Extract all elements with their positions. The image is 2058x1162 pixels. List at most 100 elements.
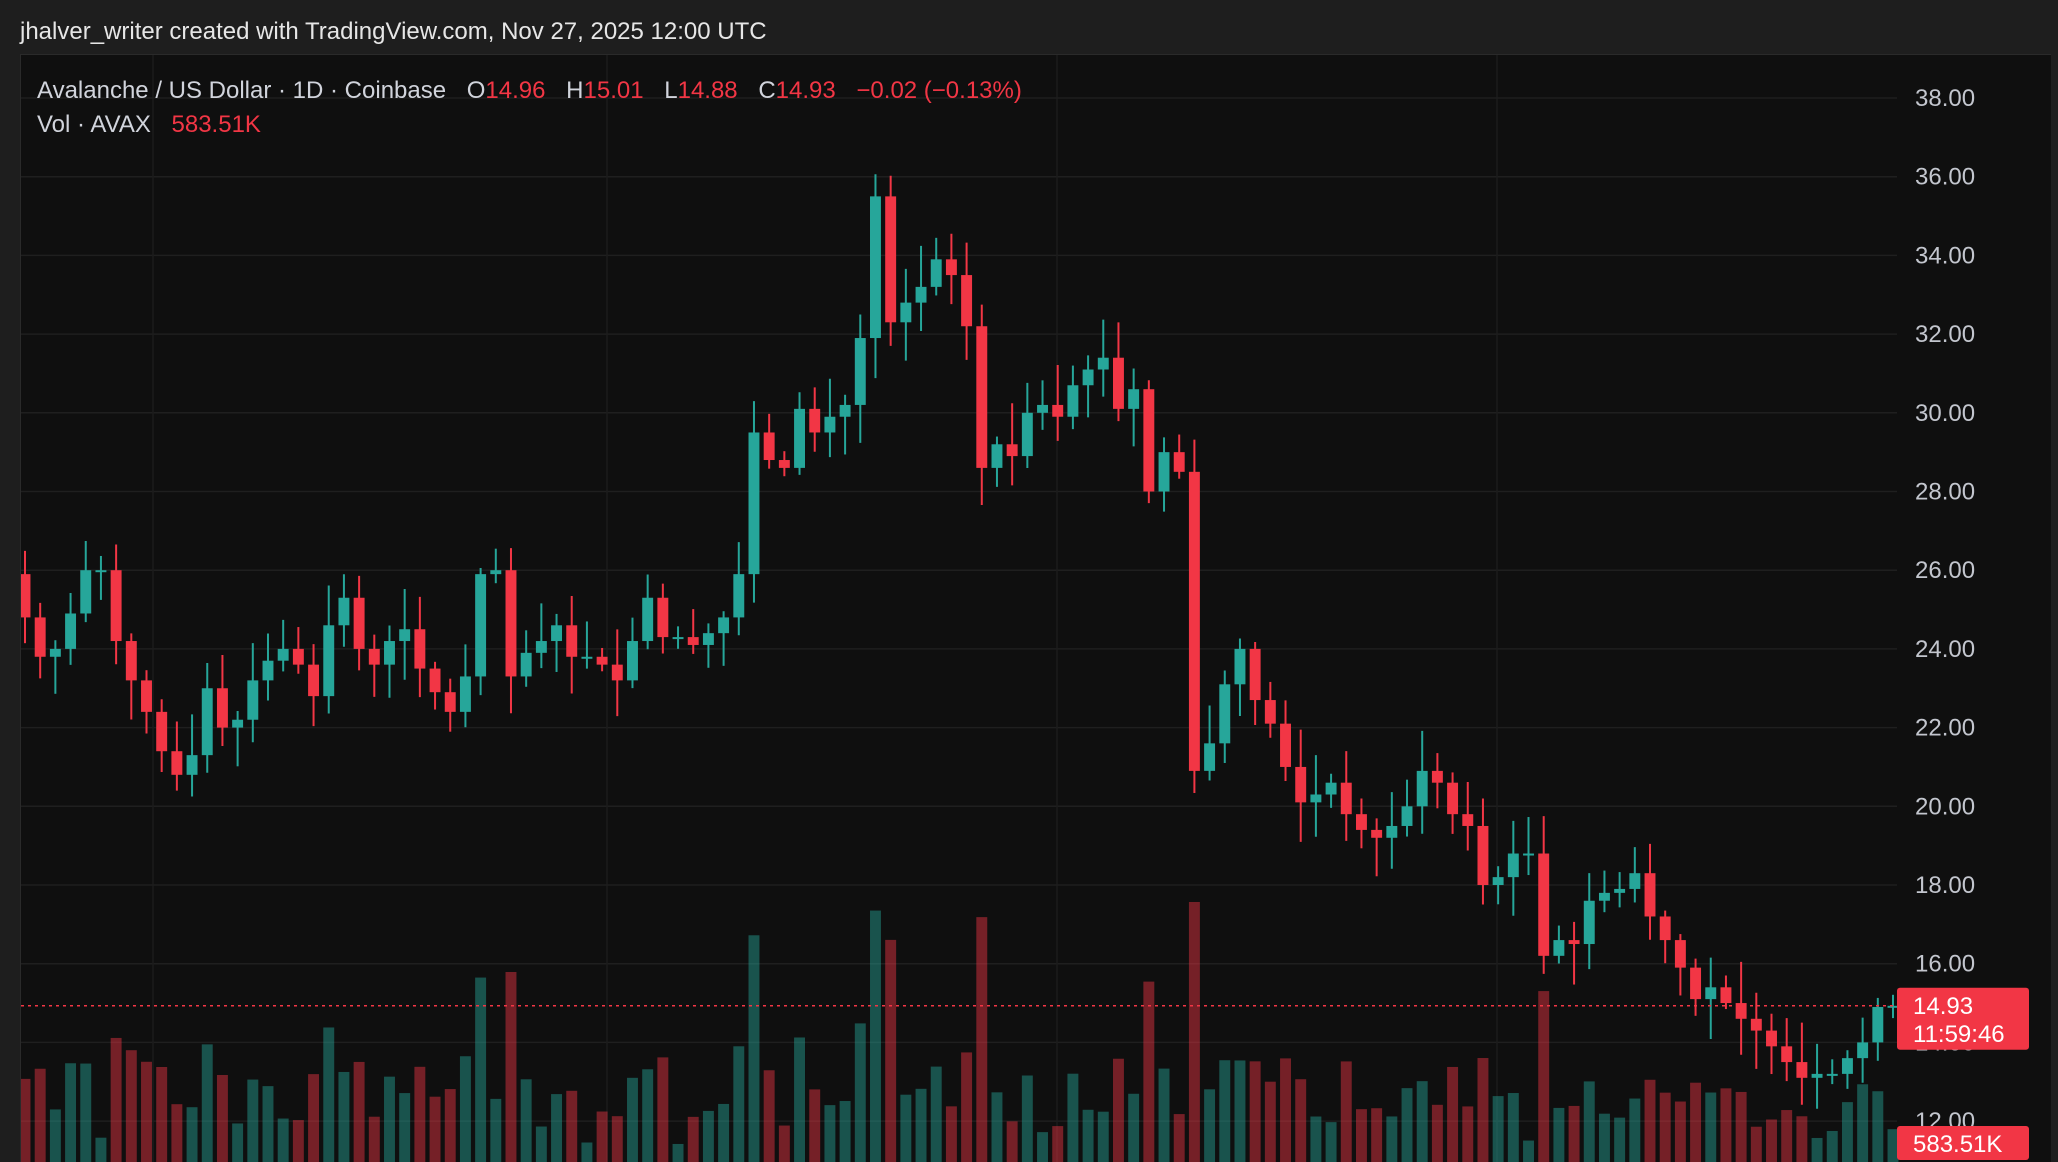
candle-body bbox=[1037, 404, 1048, 413]
candle-body bbox=[1143, 389, 1155, 492]
volume-bar bbox=[110, 1037, 122, 1162]
volume-bar bbox=[1204, 1089, 1216, 1162]
candle-body bbox=[733, 574, 745, 618]
volume-bar bbox=[353, 1061, 365, 1162]
close-label: C bbox=[758, 77, 776, 104]
candle-body bbox=[1568, 940, 1580, 945]
volume-bar bbox=[65, 1063, 77, 1162]
volume-bar bbox=[1386, 1116, 1398, 1162]
candle-body bbox=[794, 408, 806, 468]
volume-bar bbox=[201, 1044, 213, 1162]
volume-bar bbox=[1416, 1081, 1428, 1162]
y-axis-tick-label: 22.00 bbox=[1915, 715, 1975, 742]
high-value: 15.01 bbox=[583, 77, 644, 104]
change-value: −0.02 (−0.13%) bbox=[856, 77, 1022, 104]
candle-body bbox=[1052, 404, 1064, 417]
candle-body bbox=[1583, 900, 1595, 945]
candle-body bbox=[201, 688, 213, 756]
candle-body bbox=[672, 637, 684, 640]
volume-bar bbox=[171, 1104, 183, 1162]
volume-bar bbox=[1826, 1130, 1838, 1162]
candle-body bbox=[1188, 471, 1200, 771]
volume-bar bbox=[505, 972, 517, 1162]
volume-bar bbox=[763, 1070, 775, 1162]
volume-label[interactable]: Vol · AVAX bbox=[37, 111, 151, 138]
y-axis-tick-label: 24.00 bbox=[1915, 636, 1975, 663]
volume-bar bbox=[854, 1023, 866, 1162]
candle-body bbox=[110, 570, 122, 642]
candle-body bbox=[1128, 389, 1140, 409]
volume-bar bbox=[930, 1066, 942, 1162]
volume-bar bbox=[1766, 1119, 1777, 1162]
candle-body bbox=[1796, 1062, 1808, 1078]
volume-bar bbox=[1401, 1088, 1413, 1162]
volume-bar bbox=[1143, 981, 1155, 1162]
volume-bar bbox=[414, 1066, 426, 1162]
candle-body bbox=[125, 641, 137, 681]
volume-bar bbox=[976, 917, 988, 1162]
candle-body bbox=[323, 625, 335, 697]
candle-body bbox=[642, 597, 654, 642]
volume-bar bbox=[1173, 1114, 1185, 1162]
volume-bar bbox=[1355, 1109, 1367, 1162]
candle-body bbox=[1295, 766, 1307, 803]
y-axis-tick-label: 18.00 bbox=[1915, 872, 1975, 899]
volume-bar bbox=[551, 1094, 563, 1162]
volume-bar bbox=[945, 1106, 957, 1162]
candle-body bbox=[475, 574, 487, 677]
volume-bar bbox=[687, 1116, 699, 1162]
candle-body bbox=[1386, 825, 1398, 838]
candle-body bbox=[1371, 829, 1383, 838]
chart-panel[interactable]: 12.0014.0016.0018.0020.0022.0024.0026.00… bbox=[20, 54, 2051, 1162]
y-axis-tick-label: 32.00 bbox=[1915, 321, 1975, 348]
candle-body bbox=[1431, 770, 1443, 783]
candlestick-chart[interactable]: 12.0014.0016.0018.0020.0022.0024.0026.00… bbox=[21, 55, 2051, 1162]
last-price-label: 14.93 bbox=[1913, 993, 1973, 1020]
volume-bar bbox=[444, 1089, 456, 1162]
volume-legend: Vol · AVAX 583.51K bbox=[37, 111, 261, 139]
candle-body bbox=[581, 656, 593, 659]
volume-bar bbox=[1568, 1105, 1580, 1162]
volume-bar bbox=[748, 935, 760, 1162]
candle-body bbox=[49, 648, 61, 657]
candle-body bbox=[490, 570, 502, 575]
candle-body bbox=[308, 664, 320, 697]
volume-bar bbox=[1249, 1061, 1261, 1162]
candle-body bbox=[1249, 648, 1261, 701]
volume-bar bbox=[1796, 1116, 1808, 1162]
volume-bar bbox=[1112, 1058, 1124, 1162]
volume-bar bbox=[1781, 1110, 1793, 1162]
volume-bar bbox=[1538, 991, 1550, 1162]
volume-bar bbox=[1097, 1111, 1109, 1162]
volume-bar bbox=[1750, 1126, 1762, 1162]
candle-body bbox=[566, 625, 578, 657]
volume-bar bbox=[733, 1046, 745, 1162]
candle-body bbox=[961, 275, 973, 327]
volume-bar bbox=[490, 1098, 502, 1162]
candle-body bbox=[900, 302, 912, 323]
volume-bar bbox=[1021, 1075, 1033, 1162]
candle-body bbox=[444, 692, 456, 712]
volume-bar bbox=[1158, 1068, 1170, 1162]
candle-body bbox=[824, 416, 836, 433]
volume-bar bbox=[1598, 1113, 1610, 1162]
candle-body bbox=[1720, 987, 1732, 1004]
candle-body bbox=[520, 652, 532, 677]
candle-body bbox=[627, 641, 638, 681]
volume-bar bbox=[1614, 1117, 1626, 1162]
volume-bar bbox=[1234, 1060, 1246, 1162]
volume-bar bbox=[642, 1069, 654, 1162]
volume-bar bbox=[1553, 1107, 1565, 1162]
volume-bar bbox=[49, 1109, 61, 1162]
volume-bar bbox=[1674, 1101, 1686, 1162]
candle-body bbox=[1112, 357, 1124, 409]
candle-body bbox=[1629, 873, 1641, 889]
close-value: 14.93 bbox=[775, 77, 836, 104]
symbol-label[interactable]: Avalanche / US Dollar · 1D · Coinbase bbox=[37, 77, 447, 104]
open-label: O bbox=[466, 77, 486, 104]
candle-body bbox=[611, 664, 623, 681]
volume-bar bbox=[1295, 1079, 1307, 1162]
candle-body bbox=[1082, 369, 1094, 386]
y-axis-tick-label: 28.00 bbox=[1915, 479, 1975, 506]
volume-bar bbox=[368, 1116, 380, 1162]
